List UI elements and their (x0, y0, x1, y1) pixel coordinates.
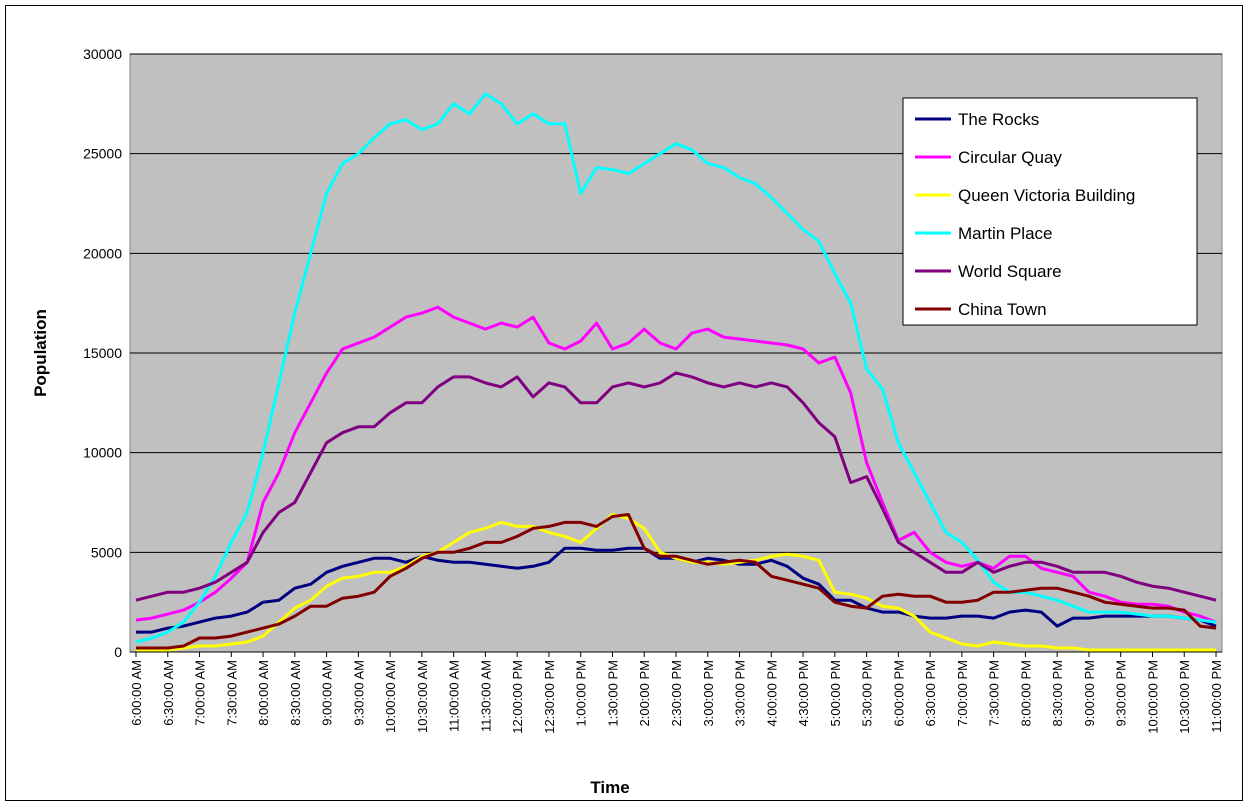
x-tick-label: 12:00:00 PM (510, 660, 525, 734)
series-line (135, 371, 1217, 602)
x-tick-label: 8:30:00 PM (1050, 660, 1065, 727)
x-tick-label: 10:30:00 AM (415, 660, 430, 733)
legend-label: China Town (958, 300, 1047, 319)
x-tick-label: 10:00:00 AM (383, 660, 398, 733)
x-tick-label: 6:30:00 AM (161, 660, 176, 726)
x-tick-label: 9:30:00 PM (1114, 660, 1129, 727)
x-tick-label: 12:30:00 PM (542, 660, 557, 734)
y-tick-label: 10000 (83, 445, 122, 461)
x-tick-label: 7:30:00 PM (987, 660, 1002, 727)
series-line (136, 513, 1217, 650)
x-tick-label: 1:30:00 PM (605, 660, 620, 727)
y-tick-label: 5000 (91, 544, 122, 560)
x-tick-label: 11:30:00 AM (478, 660, 493, 732)
x-tick-label: 6:30:00 PM (923, 660, 938, 727)
x-tick-label: 4:00:00 PM (764, 660, 779, 727)
legend-label: World Square (958, 262, 1062, 281)
x-tick-label: 11:00:00 PM (1209, 660, 1224, 733)
x-tick-label: 8:30:00 AM (288, 660, 303, 726)
y-tick-label: 25000 (83, 146, 122, 162)
y-tick-label: 30000 (83, 46, 122, 62)
x-tick-label: 6:00:00 PM (891, 660, 906, 727)
legend-label: Circular Quay (958, 148, 1062, 167)
x-tick-label: 2:30:00 PM (669, 660, 684, 727)
x-tick-label: 1:00:00 PM (574, 660, 589, 727)
y-tick-label: 15000 (83, 345, 122, 361)
x-tick-label: 9:00:00 PM (1082, 660, 1097, 727)
x-tick-label: 4:30:00 PM (796, 660, 811, 727)
x-tick-label: 5:30:00 PM (860, 660, 875, 727)
x-tick-label: 7:00:00 AM (193, 660, 208, 726)
x-tick-label: 7:30:00 AM (224, 660, 239, 726)
x-tick-label: 9:00:00 AM (320, 660, 335, 726)
y-tick-label: 0 (114, 644, 122, 660)
x-tick-label: 5:00:00 PM (828, 660, 843, 727)
x-tick-label: 2:00:00 PM (637, 660, 652, 727)
x-tick-label: 3:00:00 PM (701, 660, 716, 727)
legend-label: Queen Victoria Building (958, 186, 1135, 205)
legend-label: Martin Place (958, 224, 1052, 243)
x-tick-label: 8:00:00 PM (1018, 660, 1033, 727)
series-line (135, 305, 1217, 624)
x-tick-label: 7:00:00 PM (955, 660, 970, 727)
x-tick-label: 8:00:00 AM (256, 660, 271, 726)
x-tick-label: 6:00:00 AM (129, 660, 144, 726)
x-tick-label: 10:00:00 PM (1145, 660, 1160, 734)
x-axis-title: Time (590, 778, 629, 797)
y-axis-title: Population (31, 309, 50, 397)
x-tick-label: 11:00:00 AM (447, 660, 462, 732)
y-tick-label: 20000 (83, 245, 122, 261)
series-line (136, 513, 1216, 652)
series-line (135, 92, 1217, 644)
x-tick-label: 9:30:00 AM (351, 660, 366, 726)
x-tick-label: 10:30:00 PM (1177, 660, 1192, 734)
legend-box (902, 97, 1198, 326)
x-tick-label: 3:30:00 PM (733, 660, 748, 727)
legend-label: The Rocks (958, 110, 1039, 129)
